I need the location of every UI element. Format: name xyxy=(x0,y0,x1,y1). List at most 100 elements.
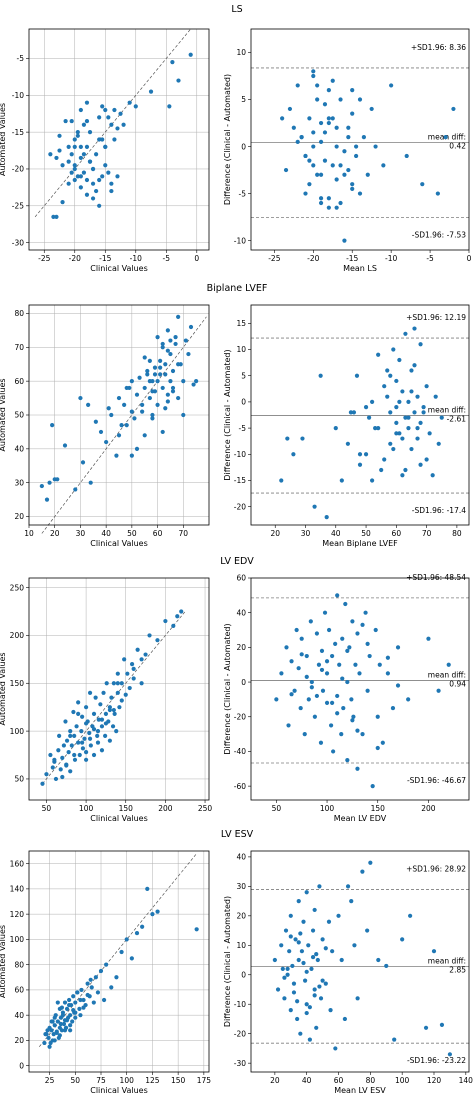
x-tick-label: -5 xyxy=(163,254,171,263)
x-tick-label: 50 xyxy=(42,804,52,813)
data-point xyxy=(291,981,297,986)
data-point xyxy=(314,952,319,957)
y-tick-label: -15 xyxy=(234,476,246,485)
data-point xyxy=(409,389,414,394)
data-point xyxy=(333,425,338,431)
data-point xyxy=(328,1008,333,1013)
data-point xyxy=(350,88,355,93)
data-point xyxy=(395,683,401,688)
y-tick-label: -5 xyxy=(239,189,247,198)
data-point xyxy=(49,1028,54,1033)
data-point xyxy=(175,614,180,619)
data-point xyxy=(78,155,83,161)
scatter-panel-3: 25 50 75 100 125 150 175 0 20 40 60 80 100 120 140 160 C… xyxy=(0,850,211,1095)
data-point xyxy=(85,992,90,998)
data-point xyxy=(79,729,84,734)
data-point xyxy=(335,693,340,699)
data-point xyxy=(312,987,317,992)
data-point xyxy=(100,137,105,142)
data-point xyxy=(388,373,393,378)
mean-diff-label: mean diff: xyxy=(428,956,466,965)
data-point xyxy=(78,144,83,149)
data-point xyxy=(109,985,114,990)
data-point xyxy=(295,1016,300,1022)
data-point xyxy=(122,657,127,662)
data-point xyxy=(83,750,89,755)
data-point xyxy=(170,385,176,391)
data-point xyxy=(62,443,68,448)
data-point xyxy=(357,452,363,457)
x-tick-label: 100 xyxy=(320,804,335,813)
data-point xyxy=(385,671,390,676)
data-point xyxy=(317,884,322,889)
data-point xyxy=(385,655,390,660)
data-point xyxy=(345,648,350,653)
data-point xyxy=(66,159,71,164)
data-point xyxy=(147,358,152,363)
x-tick-label: 125 xyxy=(145,1076,160,1085)
data-point xyxy=(309,966,314,971)
data-point xyxy=(301,919,306,924)
data-point xyxy=(155,335,160,340)
x-axis-label: Clinical Values xyxy=(90,1086,148,1095)
data-point xyxy=(318,196,324,201)
data-point xyxy=(361,135,366,140)
data-point xyxy=(86,402,91,407)
x-tick-label: -20 xyxy=(307,254,319,263)
data-point xyxy=(69,170,74,175)
bland-altman-panel-2: +SD1.96: 48.54 mean diff:0.94 -SD1.96: -46… xyxy=(223,573,470,823)
data-point xyxy=(353,662,358,667)
data-point xyxy=(354,373,360,378)
data-point xyxy=(112,107,117,113)
data-point xyxy=(81,152,87,157)
data-point xyxy=(73,1000,78,1005)
data-point xyxy=(285,436,290,441)
data-point xyxy=(140,402,145,407)
data-point xyxy=(282,975,287,980)
data-point xyxy=(400,473,405,478)
y-tick-label: 160 xyxy=(10,859,25,868)
x-tick-label: 20 xyxy=(270,1076,280,1085)
data-point xyxy=(338,97,343,102)
data-point xyxy=(176,395,181,401)
data-point xyxy=(375,745,380,751)
data-point xyxy=(127,100,132,105)
y-tick-label: 120 xyxy=(10,910,25,919)
y-axis-label: Difference (Clinical - Automated) xyxy=(223,349,232,480)
data-point xyxy=(150,389,155,394)
data-point xyxy=(391,446,396,452)
data-point xyxy=(335,593,340,598)
y-tick-label: 140 xyxy=(10,885,25,894)
data-point xyxy=(334,125,339,130)
data-point xyxy=(112,711,117,716)
data-point xyxy=(88,977,93,982)
data-point xyxy=(283,928,289,933)
y-axis-label: Automated Values xyxy=(0,378,7,451)
data-point xyxy=(318,996,324,1001)
data-point xyxy=(299,652,304,657)
data-point xyxy=(181,412,186,418)
data-point xyxy=(412,326,417,331)
data-point xyxy=(326,88,331,93)
data-point xyxy=(106,115,111,120)
data-point xyxy=(170,60,175,65)
data-point xyxy=(191,382,196,387)
data-point xyxy=(60,200,65,205)
y-tick-label: 60 xyxy=(236,574,246,583)
data-point xyxy=(367,653,372,659)
data-point xyxy=(304,674,309,679)
data-point xyxy=(46,1035,51,1041)
y-tick-label: -20 xyxy=(234,502,246,511)
y-tick-label: -25 xyxy=(12,202,24,211)
identity-line xyxy=(34,28,191,218)
x-axis-label: Mean LV ESV xyxy=(334,1086,386,1095)
data-point xyxy=(279,671,284,676)
data-point xyxy=(288,1008,293,1013)
data-point xyxy=(369,106,374,112)
data-point xyxy=(447,1052,453,1057)
data-point xyxy=(90,181,96,186)
data-point xyxy=(91,1000,96,1005)
data-point xyxy=(74,724,79,729)
data-point xyxy=(148,89,154,94)
